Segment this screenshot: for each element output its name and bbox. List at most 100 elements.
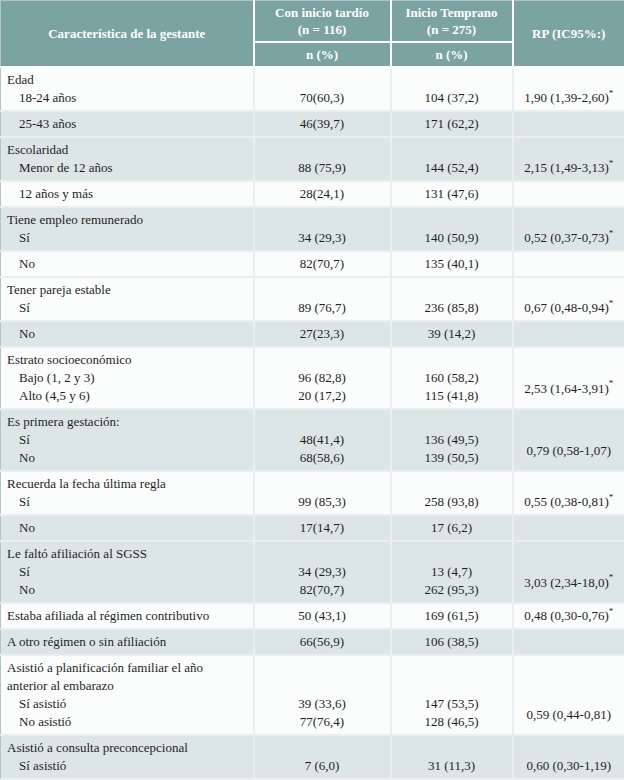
table-row: Escolaridad <box>1 137 624 159</box>
rp-cell <box>513 735 624 757</box>
late-initiation-cell: 34 (29,3) <box>254 563 391 581</box>
early-initiation-header: Inicio Temprano (n = 275) <box>391 1 513 43</box>
late-initiation-cell <box>254 471 391 493</box>
rp-cell <box>513 277 624 299</box>
early-initiation-cell: 128 (46,5) <box>391 713 513 735</box>
early-initiation-cell: 262 (95,3) <box>391 581 513 603</box>
table-row: Tener pareja estable <box>1 277 624 299</box>
characteristic-cell: anterior al embarazo <box>1 677 254 695</box>
characteristic-cell: Estaba afiliada al régimen contributivo <box>1 603 254 629</box>
table-row: No 27(23,3) 39 (14,2) <box>1 321 624 347</box>
late-initiation-cell: 27(23,3) <box>254 321 391 347</box>
early-initiation-cell: 136 (49,5) <box>391 431 513 449</box>
table-row: 12 años y más 28(24,1) 131 (47,6) <box>1 181 624 207</box>
late-initiation-cell: 34 (29,3) <box>254 229 391 251</box>
characteristic-cell: Escolaridad <box>1 137 254 159</box>
characteristic-cell: 25-43 años <box>1 111 254 137</box>
table-row: Sí asistió 39 (33,6) 147 (53,5) 0,59 (0,… <box>1 695 624 713</box>
early-initiation-cell: 258 (93,8) <box>391 493 513 515</box>
table-row: Le faltó afiliación al SGSS <box>1 541 624 563</box>
early-initiation-cell <box>391 67 513 89</box>
characteristic-cell: Sí <box>1 493 254 515</box>
late-initiation-cell: 17(14,7) <box>254 515 391 541</box>
characteristic-header: Característica de la gestante <box>1 1 254 68</box>
late-initiation-cell: 68(58,6) <box>254 449 391 471</box>
late-initiation-cell <box>254 655 391 677</box>
late-initiation-cell: 48(41,4) <box>254 431 391 449</box>
late-initiation-cell: 82(70,7) <box>254 251 391 277</box>
late-initiation-cell: 99 (85,3) <box>254 493 391 515</box>
rp-cell <box>513 471 624 493</box>
table-row: Sí 34 (29,3) 140 (50,9) 0,52 (0,37-0,73)… <box>1 229 624 251</box>
table-row: Edad <box>1 67 624 89</box>
late-initiation-cell <box>254 347 391 369</box>
gestante-characteristics-table: Característica de la gestante Con inicio… <box>0 0 624 780</box>
characteristic-cell: Recuerda la fecha última regla <box>1 471 254 493</box>
late-initiation-cell: 77(76,4) <box>254 713 391 735</box>
late-initiation-cell <box>254 735 391 757</box>
rp-cell: 0,52 (0,37-0,73)* <box>513 229 624 251</box>
characteristic-cell: Sí <box>1 431 254 449</box>
characteristic-cell: Edad <box>1 67 254 89</box>
late-initiation-cell: 28(24,1) <box>254 181 391 207</box>
characteristic-cell: Tiene empleo remunerado <box>1 207 254 229</box>
late-initiation-cell: 66(56,9) <box>254 629 391 655</box>
early-initiation-cell <box>391 409 513 431</box>
rp-cell: 3,03 (2,34-18,0)* <box>513 563 624 603</box>
early-initiation-cell <box>391 207 513 229</box>
rp-cell <box>513 111 624 137</box>
late-initiation-cell: 50 (43,1) <box>254 603 391 629</box>
characteristic-cell: Es primera gestación: <box>1 409 254 431</box>
characteristic-cell: No <box>1 449 254 471</box>
early-initiation-cell: 17 (6,2) <box>391 515 513 541</box>
table-row: Sí 99 (85,3) 258 (93,8) 0,55 (0,38-0,81)… <box>1 493 624 515</box>
characteristic-cell: Sí <box>1 563 254 581</box>
characteristic-cell: Asistió a consulta preconcepcional <box>1 735 254 757</box>
rp-cell <box>513 67 624 89</box>
early-initiation-cell: 147 (53,5) <box>391 695 513 713</box>
late-initiation-cell: 96 (82,8) <box>254 369 391 387</box>
characteristic-cell: Le faltó afiliación al SGSS <box>1 541 254 563</box>
rp-cell <box>513 677 624 695</box>
rp-cell <box>513 321 624 347</box>
early-initiation-cell: 104 (37,2) <box>391 89 513 111</box>
characteristic-cell: 18-24 años <box>1 89 254 111</box>
early-sub-header: n (%) <box>391 42 513 67</box>
characteristic-cell: Asistió a planificación familiar el año <box>1 655 254 677</box>
characteristic-cell: No <box>1 251 254 277</box>
characteristic-cell: Alto (4,5 y 6) <box>1 387 254 409</box>
table-row: Estrato socioeconómico <box>1 347 624 369</box>
early-initiation-cell <box>391 655 513 677</box>
characteristic-cell: Sí asistió <box>1 695 254 713</box>
early-initiation-header-line2: (n = 275) <box>396 21 508 38</box>
rp-cell: 0,48 (0,30-0,76)* <box>513 603 624 629</box>
table-row: Asistió a consulta preconcepcional <box>1 735 624 757</box>
characteristic-cell: No <box>1 321 254 347</box>
late-initiation-cell <box>254 137 391 159</box>
characteristic-cell: No asistió <box>1 713 254 735</box>
early-initiation-cell <box>391 541 513 563</box>
characteristic-cell: 12 años y más <box>1 181 254 207</box>
table-row: No 17(14,7) 17 (6,2) <box>1 515 624 541</box>
table-row: Sí 48(41,4) 136 (49,5) 0,79 (0,58-1,07) <box>1 431 624 449</box>
characteristic-cell: Estrato socioeconómico <box>1 347 254 369</box>
table-row: A otro régimen o sin afiliación 66(56,9)… <box>1 629 624 655</box>
characteristic-cell: Sí <box>1 229 254 251</box>
early-initiation-cell: 135 (40,1) <box>391 251 513 277</box>
late-initiation-header-line1: Con inicio tardío <box>259 4 386 21</box>
characteristic-cell: Tener pareja estable <box>1 277 254 299</box>
table-row: No 82(70,7) 135 (40,1) <box>1 251 624 277</box>
rp-cell: 0,79 (0,58-1,07) <box>513 431 624 471</box>
early-initiation-cell: 131 (47,6) <box>391 181 513 207</box>
late-initiation-cell: 7 (6,0) <box>254 757 391 779</box>
rp-cell: 0,59 (0,44-0,81) <box>513 695 624 735</box>
early-initiation-cell: 106 (38,5) <box>391 629 513 655</box>
late-initiation-cell <box>254 67 391 89</box>
late-initiation-cell: 20 (17,2) <box>254 387 391 409</box>
early-initiation-cell <box>391 471 513 493</box>
rp-cell <box>513 629 624 655</box>
characteristic-cell: Menor de 12 años <box>1 159 254 181</box>
late-initiation-cell: 88 (75,9) <box>254 159 391 181</box>
characteristic-cell: Sí asistió <box>1 757 254 779</box>
late-initiation-cell: 39 (33,6) <box>254 695 391 713</box>
